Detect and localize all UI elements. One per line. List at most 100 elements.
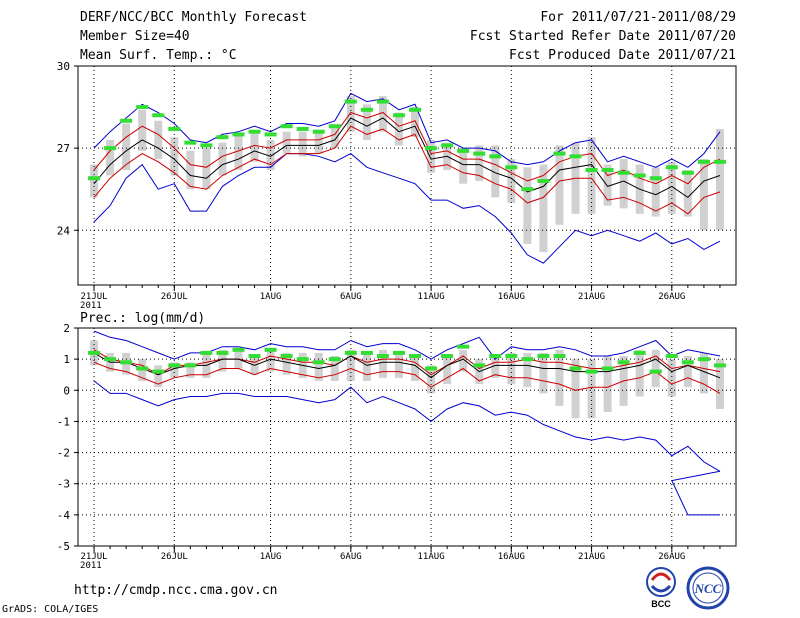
- box-bar: [491, 356, 500, 378]
- green-marker: [665, 165, 678, 170]
- green-marker: [312, 129, 325, 134]
- green-marker: [328, 124, 341, 129]
- green-marker: [184, 140, 197, 145]
- x-tick-label: 21AUG: [578, 552, 605, 562]
- box-bar: [507, 159, 516, 203]
- green-marker: [392, 350, 405, 355]
- green-marker: [344, 99, 357, 104]
- ncc-logo-text: NCC: [694, 581, 722, 596]
- box-bar: [699, 159, 708, 231]
- green-marker: [168, 363, 181, 368]
- x-year-label: 2011: [80, 561, 102, 571]
- box-bar: [378, 349, 387, 378]
- green-marker: [713, 159, 726, 164]
- box-bar: [170, 362, 179, 378]
- box-bar: [443, 356, 452, 385]
- series-line-max: [93, 92, 721, 168]
- series-line-p75: [93, 111, 721, 185]
- box-bar: [90, 164, 99, 198]
- y-tick-label: -3: [57, 478, 70, 491]
- green-marker: [88, 350, 101, 355]
- x-year-label: 2011: [80, 301, 102, 311]
- green-marker: [248, 129, 261, 134]
- box-bar: [603, 356, 612, 413]
- green-marker: [521, 357, 534, 362]
- green-marker: [601, 366, 614, 371]
- box-bar: [651, 349, 660, 388]
- green-marker: [376, 99, 389, 104]
- green-marker: [553, 151, 566, 156]
- green-marker: [585, 369, 598, 374]
- box-bar: [603, 164, 612, 206]
- green-marker: [553, 354, 566, 359]
- precip-title: Prec.: log(mm/d): [80, 311, 205, 326]
- x-tick-label: 16AUG: [498, 292, 525, 302]
- box-bar: [170, 137, 179, 176]
- box-bar: [491, 145, 500, 198]
- green-marker: [489, 354, 502, 359]
- box-bar: [475, 145, 484, 181]
- green-marker: [649, 176, 662, 181]
- green-marker: [264, 347, 277, 352]
- green-marker: [457, 148, 470, 153]
- green-marker: [697, 159, 710, 164]
- series-line-p25: [93, 125, 721, 215]
- green-marker: [296, 357, 309, 362]
- box-bar: [346, 96, 355, 132]
- green-marker: [601, 168, 614, 173]
- box-bar: [218, 349, 227, 372]
- series-line-mean: [93, 352, 721, 379]
- box-bar: [394, 112, 403, 146]
- green-marker: [409, 107, 422, 112]
- panel-temperature: 24 27 30 21JUL 26JUL 1AUG 6AUG 11AUG 16AUG 21AUG 2…: [57, 60, 737, 311]
- box-bar: [122, 123, 131, 171]
- box-bar: [362, 352, 371, 381]
- green-marker: [633, 173, 646, 178]
- box-bar: [138, 109, 147, 151]
- box-bar: [250, 131, 259, 162]
- box-bar: [186, 362, 195, 378]
- green-marker: [184, 363, 197, 368]
- green-marker: [473, 151, 486, 156]
- box-bar: [459, 148, 468, 184]
- box-bar: [427, 365, 436, 394]
- green-marker: [681, 170, 694, 175]
- x-tick-label: 1AUG: [260, 292, 282, 302]
- green-marker: [360, 107, 373, 112]
- green-marker: [521, 187, 534, 192]
- box-bar: [635, 349, 644, 397]
- box-bar: [106, 139, 115, 176]
- box-bar: [427, 139, 436, 173]
- y-tick-label: 27: [57, 142, 70, 155]
- green-marker: [280, 124, 293, 129]
- green-marker: [360, 350, 373, 355]
- green-marker: [537, 178, 550, 183]
- box-bar: [362, 104, 371, 140]
- x-tick-label: 21JUL: [81, 292, 108, 302]
- green-marker: [120, 118, 133, 123]
- green-marker: [441, 354, 454, 359]
- green-marker: [280, 354, 293, 359]
- box-bar: [234, 134, 243, 171]
- y-tick-label: 30: [57, 60, 70, 73]
- x-tick-label: 21JUL: [81, 552, 108, 562]
- series-line-p25: [93, 361, 721, 394]
- box-bar: [587, 137, 596, 214]
- green-marker: [537, 354, 550, 359]
- plot-frame: [77, 65, 737, 286]
- green-marker: [505, 165, 518, 170]
- green-marker: [120, 360, 133, 365]
- y-tick-label: -4: [57, 509, 71, 522]
- green-marker: [585, 168, 598, 173]
- plot-frame: [77, 327, 737, 547]
- x-tick-label: 6AUG: [340, 292, 362, 302]
- x-tick-label: 21AUG: [578, 292, 605, 302]
- green-marker: [248, 354, 261, 359]
- header-left: DERF/NCC/BCC Monthly Forecast Member Siz…: [80, 10, 307, 67]
- box-bar: [330, 356, 339, 381]
- green-marker: [104, 146, 117, 151]
- box-bar: [667, 359, 676, 397]
- box-bar: [683, 170, 692, 217]
- box-bar: [667, 161, 676, 214]
